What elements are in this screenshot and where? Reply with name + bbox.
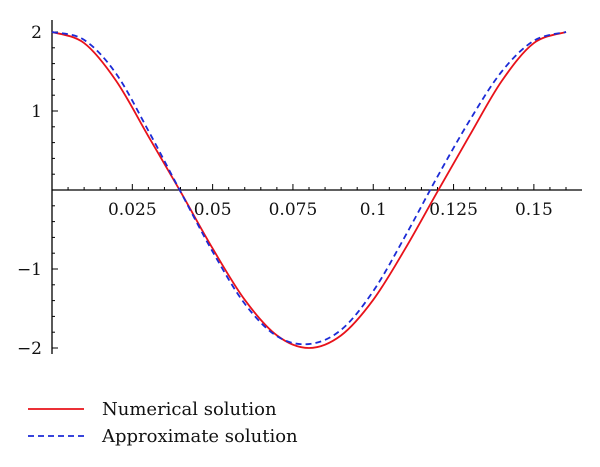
legend: Numerical solution Approximate solution (28, 399, 298, 447)
x-tick-label: 0.05 (194, 200, 232, 220)
legend-label-approximate: Approximate solution (101, 426, 298, 447)
y-tick-label: 2 (31, 23, 42, 43)
series-layer (51, 31, 567, 349)
y-tick-label: −1 (17, 260, 42, 280)
y-tick-label: −2 (17, 339, 42, 359)
x-tick-label: 0.1 (360, 200, 387, 220)
y-tick-label: 1 (31, 102, 42, 122)
axes: 0.025 0.05 0.075 0.1 0.125 0.15 2 1 −1 −2 (17, 20, 582, 359)
series-line-numerical (51, 31, 567, 349)
x-tick-label: 0.125 (429, 200, 478, 220)
x-tick-label: 0.025 (108, 200, 157, 220)
x-tick-label: 0.075 (269, 200, 318, 220)
series-line-approximate (51, 31, 567, 346)
x-tick-label: 0.15 (515, 200, 553, 220)
legend-label-numerical: Numerical solution (102, 399, 277, 420)
